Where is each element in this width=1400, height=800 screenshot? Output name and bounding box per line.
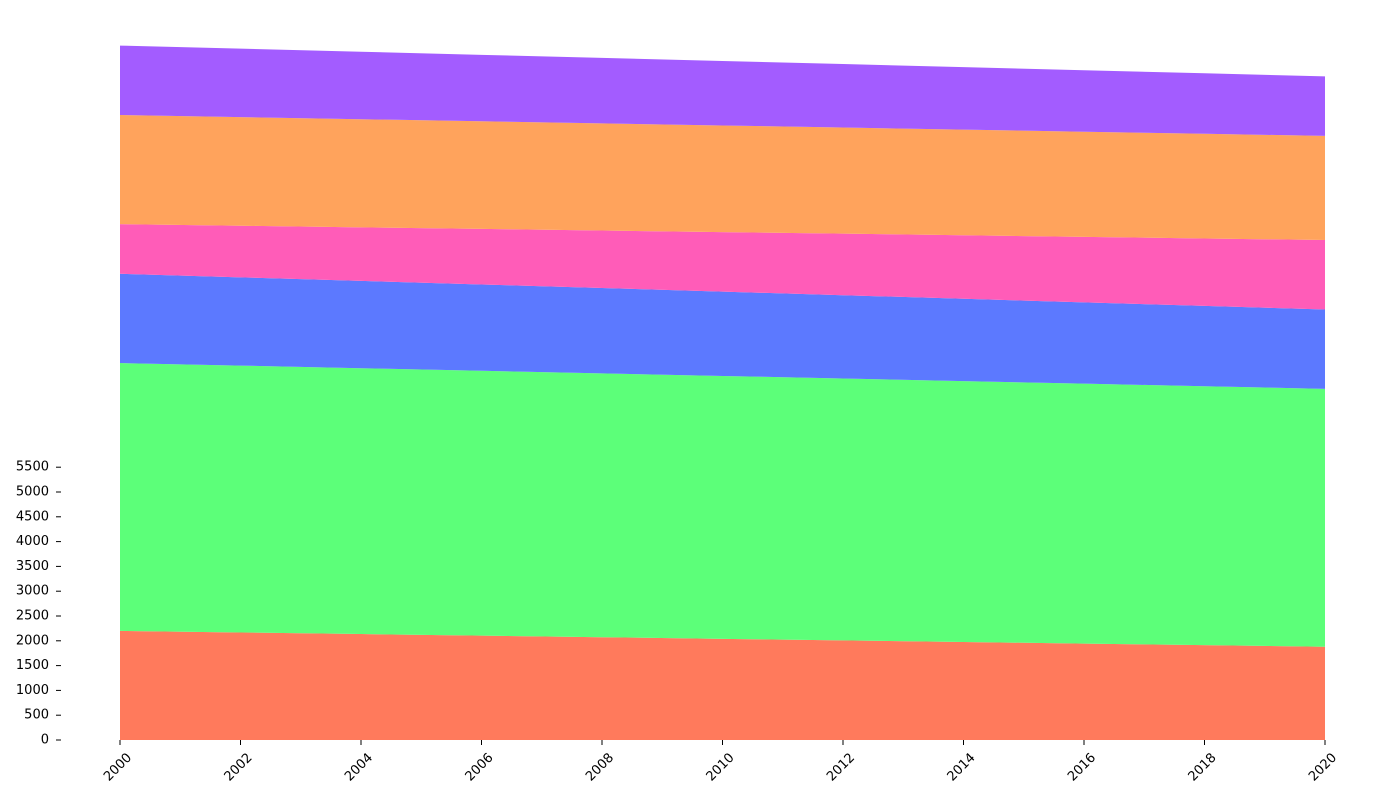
y-tick-label: 500 [24,708,49,723]
x-tick-label: 2008 [583,750,617,784]
x-tick-label: 2002 [222,750,256,784]
x-tick-label: 2018 [1186,750,1220,784]
x-axis: 2000 2002 2004 2006 2008 2010 2012 2014 2016 2018… [101,740,1340,784]
y-tick-label: 4000 [16,534,49,549]
y-tick-label: 5500 [16,460,49,475]
y-tick-label: 3500 [16,559,49,574]
y-tick-label: 3000 [16,584,49,599]
y-tick-label: 1000 [16,683,49,698]
area-series-1 [120,630,1325,740]
y-tick-label: 1500 [16,658,49,673]
y-tick-label: 2000 [16,633,49,648]
x-tick-label: 2016 [1065,750,1099,784]
area-series-5 [120,115,1325,241]
area-series-group [120,45,1325,740]
area-series-6 [120,45,1325,136]
area-series-2 [120,363,1325,647]
y-tick-label: 5000 [16,485,49,500]
x-tick-label: 2006 [463,750,497,784]
area-series-4 [120,224,1325,310]
y-tick-label: 2500 [16,609,49,624]
y-axis: 0 500 1000 1500 2000 2500 3000 3500 4000 4500 5000… [16,460,61,748]
y-tick-label: 4500 [16,509,49,524]
x-tick-label: 2010 [704,750,738,784]
x-tick-label: 2014 [945,750,979,784]
x-tick-label: 2012 [824,750,858,784]
x-tick-label: 2000 [101,750,135,784]
x-tick-label: 2004 [342,750,376,784]
x-tick-label: 2020 [1306,750,1340,784]
area-series-3 [120,273,1325,389]
y-tick-label: 0 [41,733,49,748]
